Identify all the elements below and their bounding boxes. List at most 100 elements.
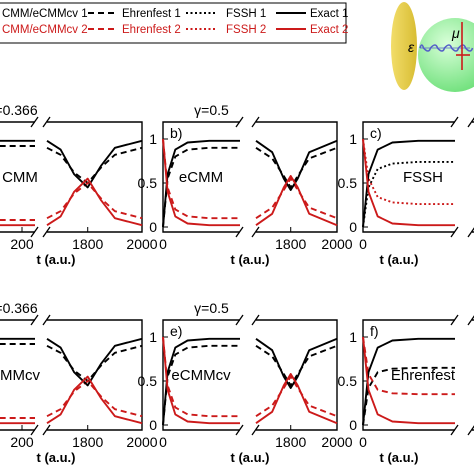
legend-label: Exact 1 bbox=[310, 8, 348, 20]
series-exact-1 bbox=[255, 337, 338, 389]
series-cmm-ecmmcv-1 bbox=[0, 145, 35, 147]
axis-break-mark bbox=[42, 116, 51, 128]
axis-break-mark bbox=[235, 226, 244, 238]
x-tick-label: 2000 bbox=[321, 236, 352, 252]
panel-5: 0 0.5 1 0 1800 2000 t (a.u.) γ=0.5 e) eCMMcv bbox=[138, 300, 353, 465]
series-cmm-ecmmcv-2 bbox=[0, 219, 35, 221]
y-tick-label: 1 bbox=[349, 329, 357, 345]
legend-label: Ehrenfest 2 bbox=[122, 24, 181, 36]
legend-label: FSSH 2 bbox=[226, 24, 266, 36]
series-exact-1 bbox=[46, 139, 143, 189]
lens-shape bbox=[391, 2, 417, 90]
x-axis-label: t (a.u.) bbox=[380, 252, 419, 267]
axis-break-mark bbox=[235, 424, 244, 436]
series-exact-1 bbox=[46, 337, 143, 387]
y-tick-label: 0 bbox=[149, 417, 157, 433]
series-fssh-2 bbox=[362, 138, 455, 206]
axis-frame bbox=[0, 121, 35, 233]
y-tick-label: 0.5 bbox=[338, 373, 358, 389]
y-tick-label: 1 bbox=[349, 131, 357, 147]
axis-frame bbox=[162, 121, 240, 233]
axis-frame bbox=[362, 319, 455, 431]
x-tick-label: 1800 bbox=[72, 434, 103, 450]
axis-break-mark bbox=[251, 116, 260, 128]
panel-label: f) bbox=[370, 323, 379, 339]
method-label: Ehrenfest bbox=[391, 367, 456, 384]
axis-frame bbox=[47, 319, 143, 431]
gamma-label: γ=0.5 bbox=[194, 102, 229, 118]
axis-break-mark bbox=[251, 314, 260, 326]
x-tick-label: 0 bbox=[359, 236, 367, 252]
legend-box bbox=[0, 2, 347, 44]
y-tick-label: 1 bbox=[149, 131, 157, 147]
panel-2: 0 0.5 1 0 1800 2000 t (a.u.) γ=0.5 b) eCMM bbox=[138, 102, 353, 267]
x-axis-label: t (a.u.) bbox=[37, 252, 76, 267]
method-label: FSSH bbox=[403, 169, 443, 186]
series-exact-2 bbox=[162, 138, 240, 227]
x-axis-label: t (a.u.) bbox=[37, 450, 76, 465]
axis-break-mark bbox=[30, 116, 39, 128]
axis-break-mark bbox=[30, 424, 39, 436]
x-tick-label: 0 bbox=[359, 434, 367, 450]
legend-label: Ehrenfest 1 bbox=[122, 8, 181, 20]
x-tick-label: 1800 bbox=[275, 434, 306, 450]
series-exact-2 bbox=[162, 336, 240, 425]
axis-frame bbox=[256, 319, 338, 431]
x-axis-label: t (a.u.) bbox=[231, 450, 270, 465]
series-cmm-ecmmcv-1 bbox=[255, 344, 338, 387]
axis-break-mark bbox=[251, 424, 260, 436]
x-tick-label: 0 bbox=[159, 236, 167, 252]
axis-break-mark bbox=[30, 226, 39, 238]
legend-label: Exact 2 bbox=[310, 24, 348, 36]
axis-break-mark bbox=[42, 226, 51, 238]
series-cmm-ecmmcv-2 bbox=[46, 182, 143, 220]
legend-label: CMM/eCMMcv 2 bbox=[2, 24, 88, 36]
series-exact-2 bbox=[362, 138, 455, 227]
series-exact-2 bbox=[362, 336, 455, 425]
legend: CMM/eCMMcv 1 Ehrenfest 1 FSSH 1 Exact 1 CMM/… bbox=[0, 2, 348, 44]
series-exact-1 bbox=[255, 139, 338, 191]
series-cmm-ecmmcv-1 bbox=[255, 146, 338, 189]
x-tick-label: 0 bbox=[159, 434, 167, 450]
axis-break-mark bbox=[235, 314, 244, 326]
y-tick-label: 0 bbox=[349, 219, 357, 235]
axis-frame bbox=[0, 319, 35, 431]
y-tick-label: 0.5 bbox=[138, 373, 158, 389]
y-tick-label: 0 bbox=[349, 417, 357, 433]
panel-1: 200 1800 2000 t (a.u.) γ=0.366 CMM bbox=[0, 102, 158, 267]
axis-frame bbox=[162, 319, 240, 431]
axis-frame bbox=[362, 121, 455, 233]
gamma-label: γ=0.366 bbox=[0, 300, 38, 316]
axis-break-mark bbox=[450, 226, 459, 238]
series-fssh-1 bbox=[362, 160, 455, 228]
series-cmm-ecmmcv-2 bbox=[255, 375, 338, 418]
series-exact-2 bbox=[46, 177, 143, 227]
y-tick-label: 0.5 bbox=[338, 175, 358, 191]
legend-label: CMM/eCMMcv 1 bbox=[2, 8, 88, 20]
series-cmm-ecmmcv-2 bbox=[46, 380, 143, 418]
y-tick-label: 0.5 bbox=[138, 175, 158, 191]
panel-6: 0 0.5 1 0 t (a.u.) f) Ehrenfest bbox=[338, 314, 474, 465]
x-tick-label: 2000 bbox=[321, 434, 352, 450]
panel-label: c) bbox=[370, 125, 382, 141]
panels: 200 1800 2000 t (a.u.) γ=0.366 CMM 0 0.5 1 0 1800 2… bbox=[0, 102, 474, 465]
series-exact-2 bbox=[46, 375, 143, 425]
axis-frame bbox=[256, 121, 338, 233]
series-exact-2 bbox=[255, 373, 338, 425]
x-tick-label: 2000 bbox=[126, 236, 157, 252]
axis-break-mark bbox=[450, 314, 459, 326]
axis-break-mark bbox=[450, 116, 459, 128]
inset-illustration: εμ bbox=[391, 2, 474, 92]
x-axis-label: t (a.u.) bbox=[380, 450, 419, 465]
y-tick-label: 1 bbox=[149, 329, 157, 345]
method-label: CMM bbox=[2, 169, 38, 186]
series-ehrenfest-1 bbox=[362, 366, 455, 426]
axis-break-mark bbox=[30, 314, 39, 326]
x-tick-label: 200 bbox=[10, 434, 34, 450]
method-label: MMcv bbox=[0, 367, 40, 384]
x-axis-label: t (a.u.) bbox=[231, 252, 270, 267]
molecule-sphere bbox=[418, 18, 474, 92]
series-cmm-ecmmcv-1 bbox=[0, 343, 35, 345]
series-cmm-ecmmcv-2 bbox=[0, 417, 35, 419]
